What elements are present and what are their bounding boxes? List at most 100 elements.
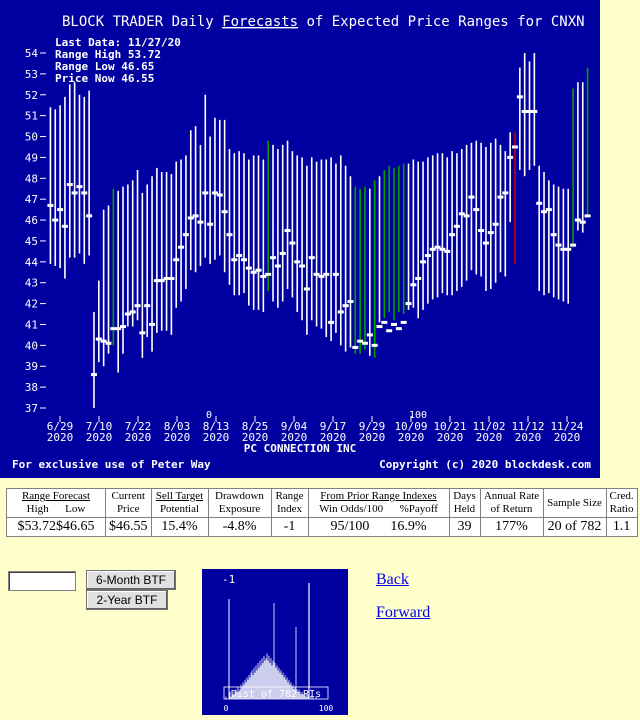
price-marker [294, 260, 301, 264]
price-marker [352, 345, 359, 349]
price-marker [202, 191, 209, 195]
y-tick-label: 49 [25, 151, 38, 164]
price-marker [86, 214, 93, 218]
price-marker [182, 233, 189, 237]
price-marker [502, 191, 509, 195]
price-marker [289, 241, 296, 245]
x-tick-date: 8/13 [203, 420, 230, 433]
x-tick-year: 2020 [281, 431, 308, 444]
price-marker [386, 329, 393, 333]
price-marker [265, 272, 272, 276]
price-marker [376, 325, 383, 329]
price-marker [95, 337, 102, 341]
current-price-value: $46.55 [105, 517, 152, 537]
hist-axis-max: 100 [319, 704, 334, 713]
stats-header-row: Range Forecast High Low Current Price Se… [6, 488, 638, 518]
symbol-input[interactable] [8, 571, 76, 591]
forecast-chart-svg: BLOCK TRADER Daily Forecasts of Expected… [12, 14, 591, 471]
price-marker [52, 218, 59, 222]
x-tick-year: 2020 [320, 431, 347, 444]
price-marker [187, 216, 194, 220]
x-tick-year: 2020 [86, 431, 113, 444]
info-line: Price Now 46.55 [55, 72, 154, 85]
six-month-btf-button[interactable]: 6-Month BTF [86, 570, 176, 590]
price-marker [511, 145, 518, 149]
price-marker [497, 195, 504, 199]
low-value: $46.65 [56, 519, 95, 534]
y-tick-label: 50 [25, 131, 38, 144]
price-marker [424, 254, 431, 258]
price-marker [565, 247, 572, 251]
low-label: Low [65, 503, 86, 515]
range-index-header: Range Index [270, 488, 309, 518]
price-marker [168, 277, 175, 281]
y-tick-label: 41 [25, 318, 38, 331]
price-marker [299, 264, 306, 268]
prior-indexes-values: 95/100 16.9% [307, 517, 450, 537]
price-marker [545, 208, 552, 212]
hist-marker-label: -1 [222, 573, 235, 586]
x-tick-year: 2020 [359, 431, 386, 444]
price-marker [357, 339, 364, 343]
y-tick-label: 45 [25, 235, 38, 248]
price-marker [61, 224, 68, 228]
two-year-btf-button[interactable]: 2-Year BTF [86, 590, 168, 610]
price-marker [279, 251, 286, 255]
price-marker [487, 231, 494, 235]
x-tick-year: 2020 [554, 431, 581, 444]
back-link[interactable]: Back [376, 571, 409, 588]
price-marker [449, 233, 456, 237]
y-tick-label: 46 [25, 214, 38, 227]
forward-link[interactable]: Forward [376, 604, 431, 621]
annual-rate-value: 177% [479, 517, 544, 537]
x-tick-date: 11/02 [472, 420, 505, 433]
price-marker [420, 260, 427, 264]
y-tick-label: 48 [25, 172, 38, 185]
y-tick-label: 43 [25, 277, 38, 290]
bottom-mark-0: 0 [206, 410, 212, 421]
chart-title-part: Forecasts [222, 14, 298, 30]
price-marker [478, 229, 485, 232]
price-marker [521, 109, 528, 113]
days-held-value: 39 [448, 517, 481, 537]
footer-right: Copyright (c) 2020 blockdesk.com [379, 458, 591, 471]
cred-ratio-value: 1.1 [605, 517, 638, 537]
prior-indexes-header: From Prior Range Indexes Win Odds/100 %P… [307, 488, 450, 518]
price-marker [47, 203, 54, 207]
price-marker [492, 222, 499, 226]
y-tick-label: 39 [25, 360, 38, 373]
price-marker [482, 241, 489, 245]
win-odds-label: Win Odds/100 [319, 503, 384, 515]
chart-title: BLOCK TRADER Daily Forecasts of Expected… [62, 14, 585, 30]
forecast-stats-table: Range Forecast High Low Current Price Se… [6, 488, 638, 537]
y-tick-label: 51 [25, 110, 38, 123]
company-name: PC CONNECTION INC [244, 442, 357, 455]
potential-value: 15.4% [150, 517, 209, 537]
price-marker [550, 233, 557, 237]
x-tick-year: 2020 [125, 431, 152, 444]
price-marker [76, 185, 83, 189]
price-marker [207, 222, 214, 226]
price-marker [149, 322, 156, 326]
price-marker [100, 339, 107, 343]
payoff-label: %Payoff [399, 503, 438, 515]
price-marker [221, 210, 228, 214]
price-marker [584, 214, 591, 218]
price-marker [516, 95, 523, 99]
info-line: Range High 53.72 [55, 48, 161, 61]
price-marker [115, 327, 122, 331]
price-marker [429, 247, 436, 251]
info-line: Range Low 46.65 [55, 60, 154, 73]
x-tick-date: 6/29 [47, 420, 74, 433]
x-tick-year: 2020 [203, 431, 230, 444]
hist-caption: Dist of 782 RIs [231, 689, 321, 700]
price-marker [270, 256, 277, 260]
price-marker [226, 233, 233, 237]
x-tick-year: 2020 [47, 431, 74, 444]
price-marker [371, 343, 378, 347]
y-tick-label: 54 [25, 47, 39, 60]
days-held-header: Days Held [448, 488, 481, 518]
price-marker [410, 283, 417, 287]
price-marker [531, 109, 538, 113]
